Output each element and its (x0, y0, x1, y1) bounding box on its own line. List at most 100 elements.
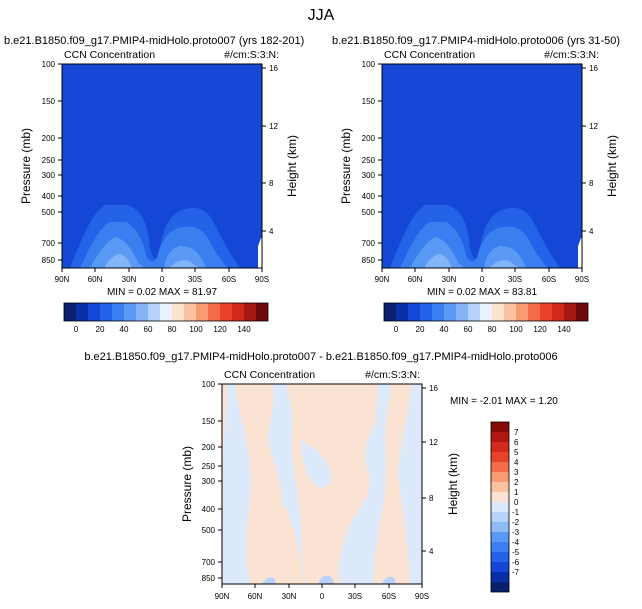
colorbar-swatch (491, 442, 509, 452)
y-tick-label: 850 (42, 256, 56, 265)
colorbar-label: 60 (464, 325, 473, 334)
colorbar-label: -1 (512, 508, 520, 517)
colorbar-swatch (491, 532, 509, 542)
panel-b-title: b.e21.B1850.f09_g17.PMIP4-midHolo.proto0… (332, 35, 620, 47)
colorbar-swatch (148, 303, 160, 321)
y-tick-label: 300 (202, 477, 216, 486)
x-tick-label: 0 (320, 592, 325, 601)
colorbar-swatch (432, 303, 444, 321)
colorbar-swatch (88, 303, 100, 321)
colorbar-label: 80 (168, 325, 177, 334)
colorbar-label: 2 (514, 478, 519, 487)
colorbar-label: 40 (440, 325, 449, 334)
colorbar-swatch (64, 303, 76, 321)
colorbar-label: 120 (213, 325, 227, 334)
x-tick-label: 90S (575, 275, 589, 284)
colorbar-swatch (540, 303, 552, 321)
panel-a-y-tick-labels: 100 150 200 250 300 400 500 700 850 (42, 60, 56, 265)
colorbar-swatch (504, 303, 516, 321)
panel-c-colorbar (490, 421, 510, 593)
panel-b-colorbar-labels: 0 20 40 60 80 100 120 140 (394, 325, 571, 334)
panel-b-y-tick-labels: 100 150 200 250 300 400 500 700 850 (362, 60, 376, 265)
y-tick-label: 100 (202, 380, 216, 389)
panel-c-height-tick-labels: 16 12 8 4 (429, 384, 438, 556)
panel-b: b.e21.B1850.f09_g17.PMIP4-midHolo.proto0… (332, 35, 620, 334)
colorbar-swatch (184, 303, 196, 321)
colorbar-swatch (576, 303, 588, 321)
panel-c-x-tick-labels: 90N 60N 30N 0 30S 60S 90S (215, 592, 429, 601)
colorbar-label: -5 (512, 548, 520, 557)
colorbar-swatch (196, 303, 208, 321)
x-tick-label: 30N (282, 592, 297, 601)
colorbar-swatch (491, 502, 509, 512)
panel-a-left-ticks (58, 63, 62, 261)
panel-a-height-tick-labels: 16 12 8 4 (269, 64, 278, 236)
colorbar-label: -3 (512, 528, 520, 537)
panel-b-left-label: CCN Concentration (384, 49, 475, 61)
colorbar-swatch (172, 303, 184, 321)
colorbar-swatch (564, 303, 576, 321)
colorbar-swatch (100, 303, 112, 321)
colorbar-swatch (112, 303, 124, 321)
colorbar-label: -2 (512, 518, 520, 527)
y-tick-label: 300 (42, 171, 56, 180)
colorbar-swatch (420, 303, 432, 321)
y-tick-label: 150 (362, 97, 376, 106)
y-tick-label: 400 (362, 192, 376, 201)
panel-b-left-ticks (378, 63, 382, 261)
panel-a-field (62, 64, 262, 268)
height-tick-label: 16 (429, 384, 438, 393)
panel-a-stats: MIN = 0.02 MAX = 81.97 (107, 287, 217, 298)
panel-a-bottom-ticks (61, 268, 263, 272)
colorbar-swatch (468, 303, 480, 321)
colorbar-swatch (491, 562, 509, 572)
panel-a-title: b.e21.B1850.f09_g17.PMIP4-midHolo.proto0… (4, 35, 304, 47)
panel-b-right-ticks (582, 67, 586, 232)
colorbar-label: 40 (120, 325, 129, 334)
colorbar-label: 4 (514, 458, 519, 467)
y-tick-label: 400 (42, 192, 56, 201)
colorbar-swatch (552, 303, 564, 321)
colorbar-swatch (396, 303, 408, 321)
colorbar-swatch (232, 303, 244, 321)
panel-b-ylabel: Pressure (mb) (339, 128, 353, 204)
panel-c-stats: MIN = -2.01 MAX = 1.20 (450, 396, 558, 407)
colorbar-label: 3 (514, 468, 519, 477)
x-tick-label: 60N (408, 275, 423, 284)
colorbar-swatch (492, 303, 504, 321)
colorbar-swatch (491, 452, 509, 462)
panel-c-title: b.e21.B1850.f09_g17.PMIP4-midHolo.proto0… (84, 351, 557, 363)
panel-c-left-ticks (218, 383, 222, 579)
colorbar-swatch (136, 303, 148, 321)
colorbar-label: 80 (488, 325, 497, 334)
panel-c-left-label: CCN Concentration (224, 369, 315, 381)
x-tick-label: 30S (348, 592, 362, 601)
panel-b-height-tick-labels: 16 12 8 4 (589, 64, 598, 236)
y-tick-label: 200 (42, 134, 56, 143)
panel-c-bottom-ticks (221, 584, 423, 588)
height-tick-label: 4 (269, 227, 274, 236)
panel-c-field (222, 384, 422, 584)
panel-b-right-label: #/cm:S:3:N: (544, 49, 599, 61)
y-tick-label: 250 (362, 156, 376, 165)
colorbar-swatch (491, 522, 509, 532)
colorbar-label: 0 (74, 325, 79, 334)
panel-a-right-ticks (262, 67, 266, 232)
height-tick-label: 8 (589, 179, 594, 188)
y-tick-label: 150 (202, 417, 216, 426)
colorbar-label: 0 (514, 498, 519, 507)
colorbar-label: 1 (514, 488, 519, 497)
colorbar-swatch (491, 482, 509, 492)
y-tick-label: 400 (202, 505, 216, 514)
colorbar-swatch (528, 303, 540, 321)
panel-c-right-ticks (422, 387, 426, 552)
panel-c-y-tick-labels: 100 150 200 250 300 400 500 700 850 (202, 380, 216, 583)
colorbar-swatch (491, 472, 509, 482)
colorbar-label: 5 (514, 448, 519, 457)
panel-a: b.e21.B1850.f09_g17.PMIP4-midHolo.proto0… (4, 35, 304, 334)
panel-b-ylabel-right: Height (km) (605, 135, 619, 197)
panel-b-bottom-ticks (381, 268, 583, 272)
height-tick-label: 12 (429, 438, 438, 447)
panel-a-right-label: #/cm:S:3:N: (224, 49, 279, 61)
